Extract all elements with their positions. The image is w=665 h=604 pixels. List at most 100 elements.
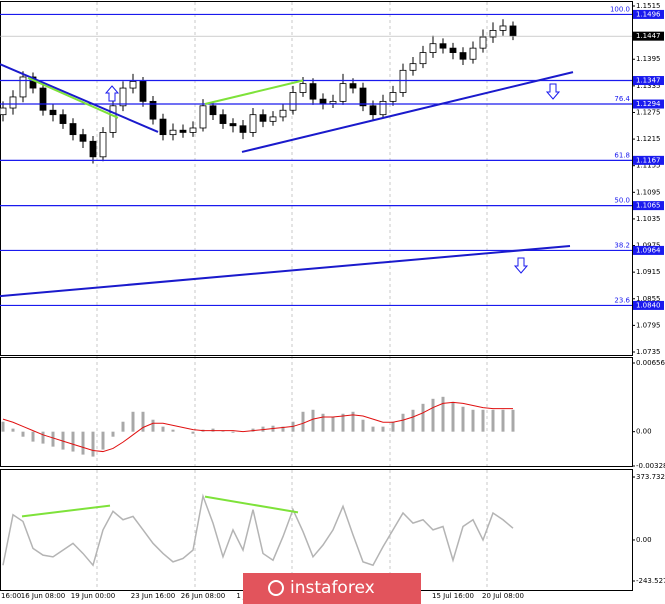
marks: 100.0 76.4 61.8 50.0 38.2 23.6	[0, 5, 632, 567]
macd-bar	[471, 409, 475, 432]
trend-line	[0, 244, 571, 298]
macd-bar	[141, 411, 145, 432]
macd-bar	[101, 431, 105, 450]
candle-body	[429, 43, 437, 53]
down-arrow	[545, 83, 561, 100]
y-tick-label: -0.00328	[636, 462, 665, 470]
trend-line	[204, 79, 304, 106]
candle-body	[39, 87, 47, 111]
candle-body	[499, 25, 507, 31]
x-tick-label: 20 Jul 08:00	[482, 592, 524, 600]
level-label: 1.1294	[636, 100, 661, 108]
level-label: 1.0964	[636, 246, 661, 254]
candle-body	[109, 105, 117, 133]
y-tick-label: 1.0915	[636, 268, 661, 276]
macd-bar	[481, 409, 485, 432]
level-label-box	[633, 99, 664, 109]
candle-body	[19, 76, 27, 98]
fib-label: 76.4	[614, 95, 630, 103]
candle-body	[29, 76, 37, 89]
y-tick-label: 1.1215	[636, 135, 661, 143]
y-tick-label: 0.00656	[636, 359, 665, 367]
macd-bar	[511, 409, 515, 432]
candle-body	[439, 43, 447, 49]
macd-bar	[171, 429, 175, 432]
candle-body	[469, 47, 477, 60]
macd-bar	[191, 431, 195, 434]
candle-body	[179, 129, 187, 133]
candle-body	[209, 105, 217, 116]
macd-bar	[281, 426, 285, 432]
level-label-box	[633, 201, 664, 211]
macd-bar	[451, 401, 455, 432]
macd-bar	[401, 413, 405, 432]
trend-line	[0, 63, 159, 133]
y-tick-label: 373.7321	[636, 473, 665, 481]
last-price-label: 1.1447	[636, 32, 661, 40]
candle-body	[259, 114, 267, 122]
candle-body	[339, 83, 347, 102]
candle-body	[49, 109, 57, 116]
watermark-box	[243, 573, 421, 604]
candle-body	[229, 123, 237, 127]
level-label-box	[633, 76, 664, 86]
macd-bar	[31, 431, 35, 442]
macd-bar	[311, 409, 315, 432]
candle-body	[479, 36, 487, 49]
level-label: 1.1167	[636, 156, 661, 164]
candle-body	[449, 47, 457, 53]
trend-line	[241, 71, 574, 153]
level-label-box	[633, 300, 664, 310]
macd-bar	[81, 431, 85, 455]
x-tick-label: 26 Jun 08:00	[181, 592, 225, 600]
y-tick-label: -243.5278	[636, 577, 665, 585]
candle-body	[509, 25, 517, 37]
grid	[96, 2, 488, 590]
x-tick-label: 16 Jun 08:00	[21, 592, 65, 600]
y-tick-label: 0.00	[636, 536, 652, 544]
macd-bar	[341, 413, 345, 432]
macd-bar	[91, 431, 95, 457]
candle-body	[149, 100, 157, 120]
candle-body	[379, 100, 387, 116]
candle-body	[239, 125, 247, 133]
y-tick-label: 1.0855	[636, 295, 661, 303]
watermark-text: instaforex	[290, 578, 375, 598]
candle-body	[79, 134, 87, 142]
y-tick-label: 0.00	[636, 428, 652, 436]
macd-bar	[221, 430, 225, 432]
macd-bar	[151, 419, 155, 432]
macd-bar	[121, 421, 125, 432]
candle-body	[369, 105, 377, 116]
divergence-line	[21, 504, 111, 518]
candle-body	[169, 129, 177, 136]
macd-bar	[501, 409, 505, 432]
candle-body	[289, 92, 297, 111]
oscillator-line	[2, 493, 514, 567]
x-tick-label: 23 Jun 16:00	[131, 592, 175, 600]
watermark-logo	[268, 580, 284, 596]
macd-panel-frame	[0, 357, 633, 467]
candle-body	[119, 87, 127, 107]
candle-body	[359, 87, 367, 107]
macd-bar	[381, 426, 385, 432]
level-label-box	[633, 155, 664, 165]
macd-bar	[421, 403, 425, 432]
x-tick-label: 16:00	[1, 592, 21, 600]
y-tick-label: 1.1335	[636, 82, 661, 90]
macd-bar	[111, 431, 115, 437]
candle-body	[59, 114, 67, 124]
trend-line	[27, 76, 119, 119]
candle-body	[299, 83, 307, 93]
macd-bar	[461, 406, 465, 432]
macd-bar	[231, 431, 235, 433]
arrows	[104, 83, 561, 274]
fib-label: 23.6	[614, 296, 630, 304]
level-label: 1.1496	[636, 10, 661, 18]
macd-bar	[441, 396, 445, 432]
candle-body	[219, 114, 227, 124]
candle-body	[329, 100, 337, 104]
oscillator-panel-frame	[0, 469, 633, 591]
frames	[0, 1, 633, 591]
